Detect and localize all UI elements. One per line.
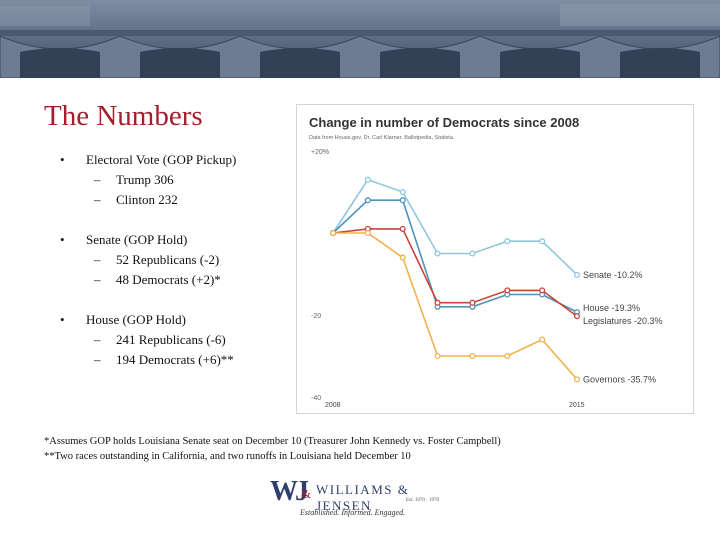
logo-mark: WJ xyxy=(270,476,309,507)
logo-name: WILLIAMS & JENSEN xyxy=(316,482,410,513)
bridge-photo xyxy=(0,4,720,78)
bullet-list: • Electoral Vote (GOP Pickup) – Trump 306… xyxy=(56,150,296,390)
series-line xyxy=(333,232,578,380)
data-point xyxy=(469,299,476,306)
sub-bullet: –241 Republicans (-6) xyxy=(94,332,226,347)
y-tick-label: -20 xyxy=(311,313,321,320)
bullet-icon: • xyxy=(60,152,65,167)
series-line xyxy=(332,178,578,276)
data-point xyxy=(399,225,406,232)
bullet-icon: • xyxy=(60,312,65,327)
data-point xyxy=(539,287,546,294)
data-point xyxy=(434,352,441,360)
sub-bullet-text: 52 Republicans (-2) xyxy=(116,252,220,267)
logo-tagline: Established. Informed. Engaged. xyxy=(300,508,406,517)
data-point xyxy=(399,254,406,261)
data-point xyxy=(329,229,337,237)
bullet-label: Electoral Vote (GOP Pickup) xyxy=(86,152,237,167)
data-point xyxy=(504,238,511,245)
footnote: *Assumes GOP holds Louisiana Senate seat… xyxy=(44,436,501,447)
data-point xyxy=(573,376,581,383)
chart-container: Change in number of Democrats since 2008… xyxy=(296,104,694,414)
bullet-electoral: • Electoral Vote (GOP Pickup) – Trump 306… xyxy=(56,150,296,210)
x-tick-label: 2015 xyxy=(569,402,585,409)
sub-bullet-text: Trump 306 xyxy=(116,172,174,187)
data-point xyxy=(539,336,546,343)
bullet-house: • House (GOP Hold) –241 Republicans (-6)… xyxy=(56,310,296,370)
data-point xyxy=(399,197,406,204)
company-logo: WJ & WILLIAMS & JENSEN Est. 1970 · 1970 … xyxy=(270,476,450,526)
data-point xyxy=(573,271,581,278)
logo-established: Est. 1970 · 1970 xyxy=(406,498,440,503)
series-line xyxy=(332,199,578,313)
bullet-icon: • xyxy=(60,232,65,247)
series-label: Legislatures -20.3% xyxy=(583,316,663,326)
sub-bullet-text: 48 Democrats (+2)* xyxy=(116,272,221,287)
data-point xyxy=(504,352,511,360)
sub-bullet-text: 241 Republicans (-6) xyxy=(116,332,226,347)
data-point xyxy=(504,287,511,294)
footnote: **Two races outstanding in California, a… xyxy=(44,451,411,462)
sub-bullet: –48 Democrats (+2)* xyxy=(94,272,221,287)
y-tick-label: -40 xyxy=(311,395,321,402)
series-label: Senate -10.2% xyxy=(583,270,643,280)
bullet-label: Senate (GOP Hold) xyxy=(86,232,188,247)
sub-bullet: – Trump 306 xyxy=(94,172,174,187)
sub-bullet-text: Clinton 232 xyxy=(116,192,178,207)
slide-title: The Numbers xyxy=(44,100,203,132)
data-point xyxy=(364,197,371,204)
data-point xyxy=(364,229,371,237)
sub-bullet: – Clinton 232 xyxy=(94,192,178,207)
footnotes: *Assumes GOP holds Louisiana Senate seat… xyxy=(44,434,684,464)
y-tick-label: +20% xyxy=(311,149,329,156)
logo-amp: & xyxy=(301,486,312,501)
series-line xyxy=(332,228,578,317)
data-point xyxy=(364,176,371,183)
chart-subtitle: Data from House.gov, Dr. Carl Klarner, B… xyxy=(309,135,455,141)
header-banner xyxy=(0,0,720,78)
sub-bullet: –52 Republicans (-2) xyxy=(94,252,220,267)
sub-bullet: –194 Democrats (+6)** xyxy=(94,352,234,367)
bullet-senate: • Senate (GOP Hold) –52 Republicans (-2)… xyxy=(56,230,296,290)
data-point xyxy=(434,250,441,257)
bullet-label: House (GOP Hold) xyxy=(86,312,186,327)
data-point xyxy=(469,352,476,360)
x-tick-label: 2008 xyxy=(325,402,341,409)
data-point xyxy=(573,313,581,320)
series-label: Governors -35.7% xyxy=(583,374,656,384)
sub-bullet-text: 194 Democrats (+6)** xyxy=(116,352,234,367)
line-chart: Change in number of Democrats since 2008… xyxy=(309,115,663,409)
data-point xyxy=(469,250,476,257)
data-point xyxy=(539,238,546,245)
data-point xyxy=(434,299,441,306)
data-point xyxy=(399,188,406,196)
chart-title: Change in number of Democrats since 2008 xyxy=(309,115,579,130)
series-label: House -19.3% xyxy=(583,303,640,313)
